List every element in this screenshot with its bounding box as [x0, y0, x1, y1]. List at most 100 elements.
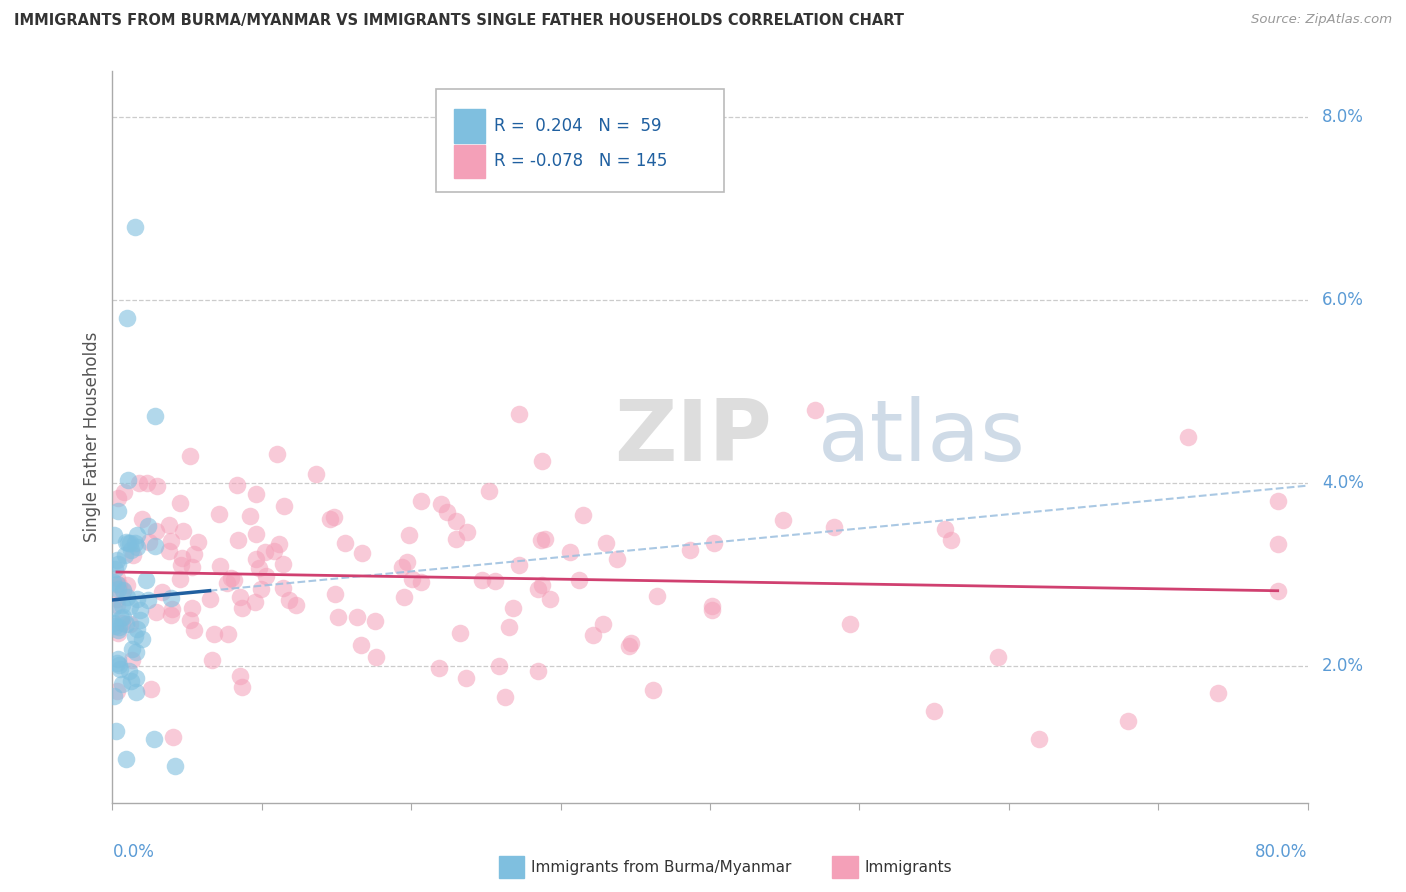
- Text: R = -0.078   N = 145: R = -0.078 N = 145: [494, 153, 666, 170]
- Point: [107, 557, 129, 571]
- Point: [679, 543, 702, 558]
- Point: [145, 524, 167, 538]
- Point: [253, 544, 276, 558]
- Point: [1267, 583, 1289, 598]
- Text: Immigrants from Burma/Myanmar: Immigrants from Burma/Myanmar: [531, 860, 792, 874]
- Point: [131, 632, 153, 646]
- Point: [527, 665, 550, 679]
- Point: [125, 592, 148, 607]
- Point: [150, 585, 173, 599]
- Point: [159, 591, 181, 606]
- Point: [508, 558, 530, 572]
- Point: [114, 548, 136, 562]
- Point: [108, 578, 131, 592]
- Point: [1267, 494, 1289, 508]
- Point: [117, 473, 139, 487]
- Point: [121, 641, 143, 656]
- Point: [488, 658, 510, 673]
- Point: [239, 508, 262, 523]
- Point: [107, 582, 129, 596]
- Point: [364, 614, 387, 628]
- Point: [409, 575, 432, 590]
- Point: [409, 494, 432, 508]
- Point: [350, 546, 373, 560]
- Point: [202, 627, 225, 641]
- Point: [454, 671, 477, 685]
- Point: [217, 576, 239, 591]
- Point: [328, 609, 350, 624]
- Point: [124, 219, 146, 234]
- Point: [107, 491, 129, 505]
- Point: [934, 522, 956, 536]
- Point: [118, 599, 141, 614]
- Point: [247, 560, 270, 574]
- Point: [117, 536, 139, 550]
- Point: [105, 577, 128, 591]
- Text: atlas: atlas: [818, 395, 1025, 479]
- Point: [183, 623, 205, 637]
- Point: [572, 508, 595, 522]
- Point: [444, 514, 467, 528]
- Point: [103, 689, 125, 703]
- Point: [1206, 686, 1229, 700]
- Point: [508, 407, 530, 421]
- Point: [271, 557, 294, 571]
- Point: [122, 549, 145, 563]
- Point: [103, 575, 125, 590]
- Point: [115, 752, 138, 766]
- Point: [117, 590, 139, 604]
- Point: [165, 759, 187, 773]
- Point: [120, 536, 142, 550]
- Point: [620, 636, 643, 650]
- Point: [201, 653, 224, 667]
- Point: [127, 527, 149, 541]
- Point: [250, 582, 273, 596]
- Text: 4.0%: 4.0%: [1322, 474, 1364, 491]
- Point: [568, 573, 591, 587]
- Point: [392, 590, 415, 604]
- Point: [157, 518, 180, 533]
- Point: [395, 555, 418, 569]
- Point: [803, 402, 825, 417]
- Point: [939, 533, 962, 548]
- Point: [172, 524, 194, 538]
- Point: [111, 609, 134, 624]
- Point: [208, 507, 231, 521]
- Point: [498, 620, 520, 634]
- Point: [823, 520, 845, 534]
- Point: [115, 534, 138, 549]
- Point: [391, 560, 413, 574]
- Point: [107, 504, 129, 518]
- Point: [617, 639, 640, 653]
- Point: [124, 629, 146, 643]
- Text: 2.0%: 2.0%: [1322, 657, 1364, 674]
- Point: [160, 608, 183, 623]
- Point: [125, 685, 148, 699]
- Point: [838, 617, 860, 632]
- Point: [107, 623, 129, 637]
- Point: [159, 534, 181, 549]
- Point: [169, 558, 191, 572]
- Point: [117, 311, 139, 326]
- Point: [104, 619, 127, 633]
- Point: [105, 684, 128, 698]
- Point: [304, 467, 326, 482]
- Point: [115, 578, 138, 592]
- Point: [162, 731, 184, 745]
- Point: [335, 535, 357, 549]
- Point: [120, 616, 142, 631]
- Point: [125, 671, 148, 685]
- Point: [186, 534, 208, 549]
- Point: [444, 533, 467, 547]
- Point: [107, 652, 129, 666]
- Point: [219, 571, 242, 585]
- Point: [115, 617, 138, 632]
- Point: [169, 496, 191, 510]
- Point: [263, 544, 285, 558]
- Point: [269, 537, 291, 551]
- Point: [987, 649, 1010, 664]
- Point: [143, 409, 166, 424]
- Point: [200, 592, 222, 607]
- Point: [125, 540, 148, 554]
- Point: [160, 602, 183, 616]
